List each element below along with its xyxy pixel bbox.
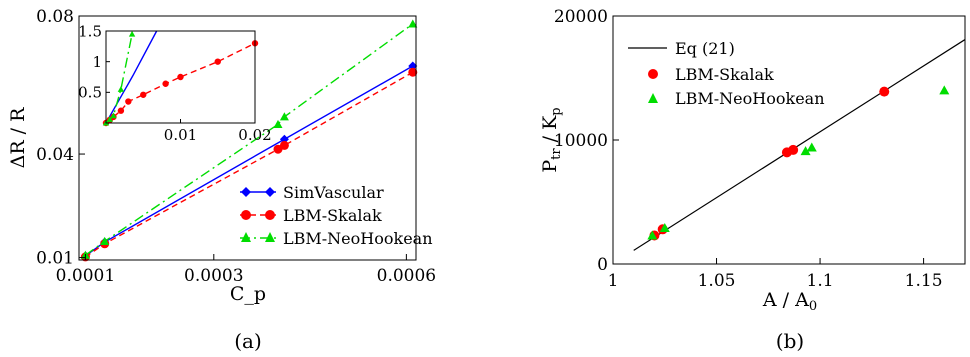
legend-simvascular-label: SimVascular	[283, 183, 384, 202]
x-tick-label: 1	[608, 271, 619, 291]
panel-a: 0.0001 0.0003 0.0006 0.01 0.04 0.08 ΔR / R C_…	[7, 7, 436, 305]
data-point-lbm-neohookean	[279, 112, 289, 121]
y-tick-label: 0.5	[78, 84, 102, 102]
panel-a-ticks: 0.0001 0.0003 0.0006 0.01 0.04 0.08	[36, 7, 436, 286]
data-point-lbm-neohookean	[659, 223, 670, 233]
panel-b-ylabel: Ptr / Kp	[539, 107, 564, 172]
series-line-simvascular	[105, 30, 158, 124]
series-line-lbm-neohookean	[85, 23, 414, 256]
panel-b-ticks: 1 1.05 1.1 1.15 0 10000 20000	[554, 7, 943, 291]
data-point-lbm-neohookean	[939, 85, 950, 95]
panel-a-frame	[78, 15, 417, 261]
data-point-lbm-neohookean	[100, 236, 110, 245]
panel-b-series	[633, 39, 966, 251]
data-point-lbm-neohookean	[117, 86, 125, 92]
y-tick-label: 0.08	[36, 7, 74, 27]
x-tick-label: 1.05	[698, 271, 736, 291]
panel-b-xlabel: A / A0	[762, 289, 817, 314]
y-tick-label: 10000	[554, 131, 608, 151]
data-point-lbm-neohookean	[128, 30, 136, 37]
legend-neohookean-marker	[241, 232, 251, 242]
legend-skalak-label: LBM-Skalak	[675, 65, 774, 84]
data-point-lbm-neohookean	[800, 146, 811, 156]
data-point-lbm-neohookean	[110, 112, 117, 119]
data-point-lbm-skalak	[788, 144, 799, 155]
legend-skalak-marker	[648, 69, 658, 79]
legend-skalak-label: LBM-Skalak	[283, 206, 382, 225]
data-point-lbm-skalak	[879, 86, 890, 97]
caption-a: (a)	[234, 329, 262, 353]
panel-b-legend: Eq (21) LBM-Skalak LBM-NeoHookean	[628, 39, 825, 108]
inset-ticks: 0.01 0.02 0.5 1 1.5	[78, 22, 272, 144]
y-tick-label: 1.5	[78, 22, 102, 40]
x-tick-label: 1.1	[807, 271, 834, 291]
panel-a-inset: 0.01 0.02 0.5 1 1.5	[78, 22, 272, 144]
data-point-lbm-neohookean	[106, 116, 113, 122]
legend-simvascular-marker	[241, 187, 251, 197]
legend-skalak-marker	[265, 210, 275, 220]
data-point-lbm-skalak	[117, 107, 125, 114]
panel-a-ylabel: ΔR / R	[7, 107, 29, 169]
legend-neohookean-marker	[265, 232, 275, 242]
x-tick-label: 0.0006	[377, 266, 436, 286]
series-line-simvascular	[85, 65, 414, 257]
legend-neohookean-marker	[648, 93, 658, 103]
data-point-lbm-skalak	[177, 73, 184, 81]
data-point-lbm-skalak	[162, 80, 169, 87]
data-point-lbm-neohookean	[806, 142, 817, 152]
legend-eq21-label: Eq (21)	[675, 39, 735, 58]
y-tick-label: 0	[597, 255, 608, 275]
legend-skalak-marker	[241, 210, 251, 220]
y-tick-label: 0.01	[36, 249, 74, 269]
panel-a-legend: SimVascular LBM-Skalak LBM-NeoHookean	[240, 183, 433, 248]
x-tick-label: 0.0001	[56, 266, 115, 286]
data-point-lbm-neohookean	[273, 119, 283, 128]
data-point-lbm-skalak	[125, 98, 132, 105]
legend-simvascular-marker	[265, 187, 275, 197]
inset-series	[102, 30, 259, 127]
x-tick-label: 0.02	[238, 126, 271, 144]
panel-a-xlabel: C_p	[230, 283, 266, 305]
data-point-lbm-neohookean	[408, 19, 418, 28]
eq21-line	[633, 39, 966, 251]
legend-neohookean-label: LBM-NeoHookean	[283, 229, 433, 248]
y-tick-label: 0.04	[36, 145, 74, 165]
data-point-lbm-skalak	[140, 91, 147, 98]
caption-b: (b)	[776, 329, 804, 353]
x-tick-label: 1.15	[905, 271, 943, 291]
data-point-lbm-skalak	[408, 67, 418, 77]
x-tick-label: 0.0003	[184, 266, 243, 286]
data-point-simvascular	[408, 61, 418, 71]
legend-neohookean-label: LBM-NeoHookean	[675, 89, 825, 108]
y-tick-label: 20000	[554, 7, 608, 27]
data-point-lbm-skalak	[279, 140, 289, 150]
data-point-lbm-skalak	[214, 58, 221, 65]
y-tick-label: 1	[92, 53, 102, 71]
data-point-simvascular	[279, 134, 289, 144]
data-point-lbm-neohookean	[647, 230, 658, 240]
x-tick-label: 0.01	[164, 126, 197, 144]
